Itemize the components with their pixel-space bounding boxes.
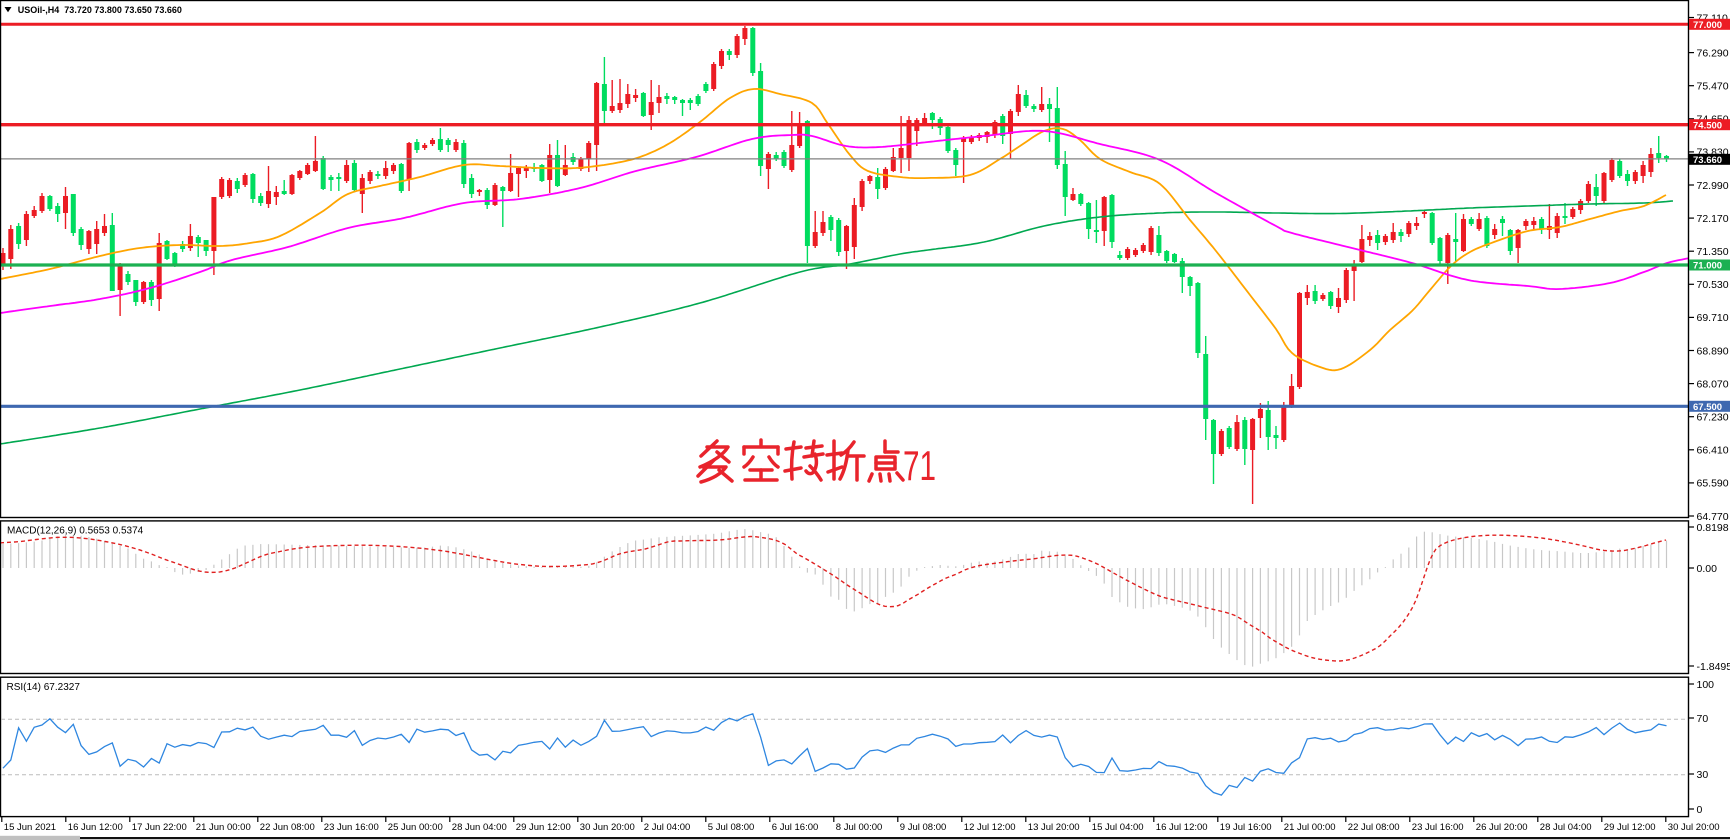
svg-text:75.470: 75.470: [1697, 81, 1729, 93]
svg-text:30 Jul 20:00: 30 Jul 20:00: [1668, 822, 1720, 833]
svg-text:USOil-,H4 73.720 73.800 73.65: USOil-,H4 73.720 73.800 73.650 73.660: [18, 5, 182, 15]
svg-text:26 Jul 20:00: 26 Jul 20:00: [1476, 822, 1528, 833]
svg-text:13 Jul 20:00: 13 Jul 20:00: [1028, 822, 1080, 833]
svg-text:12 Jul 12:00: 12 Jul 12:00: [964, 822, 1016, 833]
svg-text:15 Jul 04:00: 15 Jul 04:00: [1092, 822, 1144, 833]
svg-text:16 Jul 12:00: 16 Jul 12:00: [1156, 822, 1208, 833]
svg-text:67.230: 67.230: [1697, 412, 1729, 424]
svg-text:76.290: 76.290: [1697, 47, 1729, 59]
svg-text:65.590: 65.590: [1697, 478, 1729, 490]
svg-text:64.770: 64.770: [1697, 511, 1729, 523]
svg-text:22 Jun 08:00: 22 Jun 08:00: [260, 822, 315, 833]
svg-text:28 Jul 04:00: 28 Jul 04:00: [1540, 822, 1592, 833]
svg-text:0.8198: 0.8198: [1697, 522, 1729, 534]
svg-text:15 Jun 2021: 15 Jun 2021: [4, 822, 56, 833]
svg-text:71.350: 71.350: [1697, 246, 1729, 258]
svg-text:0.00: 0.00: [1697, 563, 1718, 575]
svg-text:30 Jun 20:00: 30 Jun 20:00: [580, 822, 635, 833]
svg-text:0: 0: [1697, 804, 1703, 816]
svg-text:73.660: 73.660: [1693, 155, 1722, 166]
svg-text:72.170: 72.170: [1697, 213, 1729, 225]
svg-text:21 Jun 00:00: 21 Jun 00:00: [196, 822, 251, 833]
svg-text:2 Jul 04:00: 2 Jul 04:00: [644, 822, 690, 833]
svg-text:6 Jul 16:00: 6 Jul 16:00: [772, 822, 818, 833]
svg-text:71.000: 71.000: [1693, 261, 1722, 272]
svg-text:23 Jul 16:00: 23 Jul 16:00: [1412, 822, 1464, 833]
svg-text:9 Jul 08:00: 9 Jul 08:00: [900, 822, 946, 833]
svg-text:22 Jul 08:00: 22 Jul 08:00: [1348, 822, 1400, 833]
svg-text:70.530: 70.530: [1697, 279, 1729, 291]
svg-text:RSI(14) 67.2327: RSI(14) 67.2327: [7, 682, 81, 693]
svg-text:21 Jul 00:00: 21 Jul 00:00: [1284, 822, 1336, 833]
svg-text:19 Jul 16:00: 19 Jul 16:00: [1220, 822, 1272, 833]
svg-text:30: 30: [1697, 769, 1709, 781]
svg-text:74.500: 74.500: [1693, 120, 1722, 131]
svg-text:17 Jun 22:00: 17 Jun 22:00: [132, 822, 187, 833]
svg-text:16 Jun 12:00: 16 Jun 12:00: [68, 822, 123, 833]
svg-text:-1.8495: -1.8495: [1697, 661, 1730, 673]
svg-text:67.500: 67.500: [1693, 402, 1722, 413]
svg-text:77.000: 77.000: [1693, 20, 1722, 31]
svg-text:100: 100: [1697, 679, 1715, 691]
svg-text:25 Jun 00:00: 25 Jun 00:00: [388, 822, 443, 833]
svg-text:5 Jul 08:00: 5 Jul 08:00: [708, 822, 754, 833]
svg-text:66.410: 66.410: [1697, 445, 1729, 457]
svg-text:MACD(12,26,9) 0.5653 0.5374: MACD(12,26,9) 0.5653 0.5374: [7, 526, 144, 537]
svg-text:72.990: 72.990: [1697, 180, 1729, 192]
svg-text:71: 71: [903, 442, 936, 489]
svg-text:68.070: 68.070: [1697, 378, 1729, 390]
svg-text:23 Jun 16:00: 23 Jun 16:00: [324, 822, 379, 833]
svg-text:68.890: 68.890: [1697, 345, 1729, 357]
svg-text:69.710: 69.710: [1697, 312, 1729, 324]
svg-text:29 Jul 12:00: 29 Jul 12:00: [1604, 822, 1656, 833]
svg-text:28 Jun 04:00: 28 Jun 04:00: [452, 822, 507, 833]
svg-text:29 Jun 12:00: 29 Jun 12:00: [516, 822, 571, 833]
svg-text:70: 70: [1697, 713, 1709, 725]
svg-text:8 Jul 00:00: 8 Jul 00:00: [836, 822, 882, 833]
